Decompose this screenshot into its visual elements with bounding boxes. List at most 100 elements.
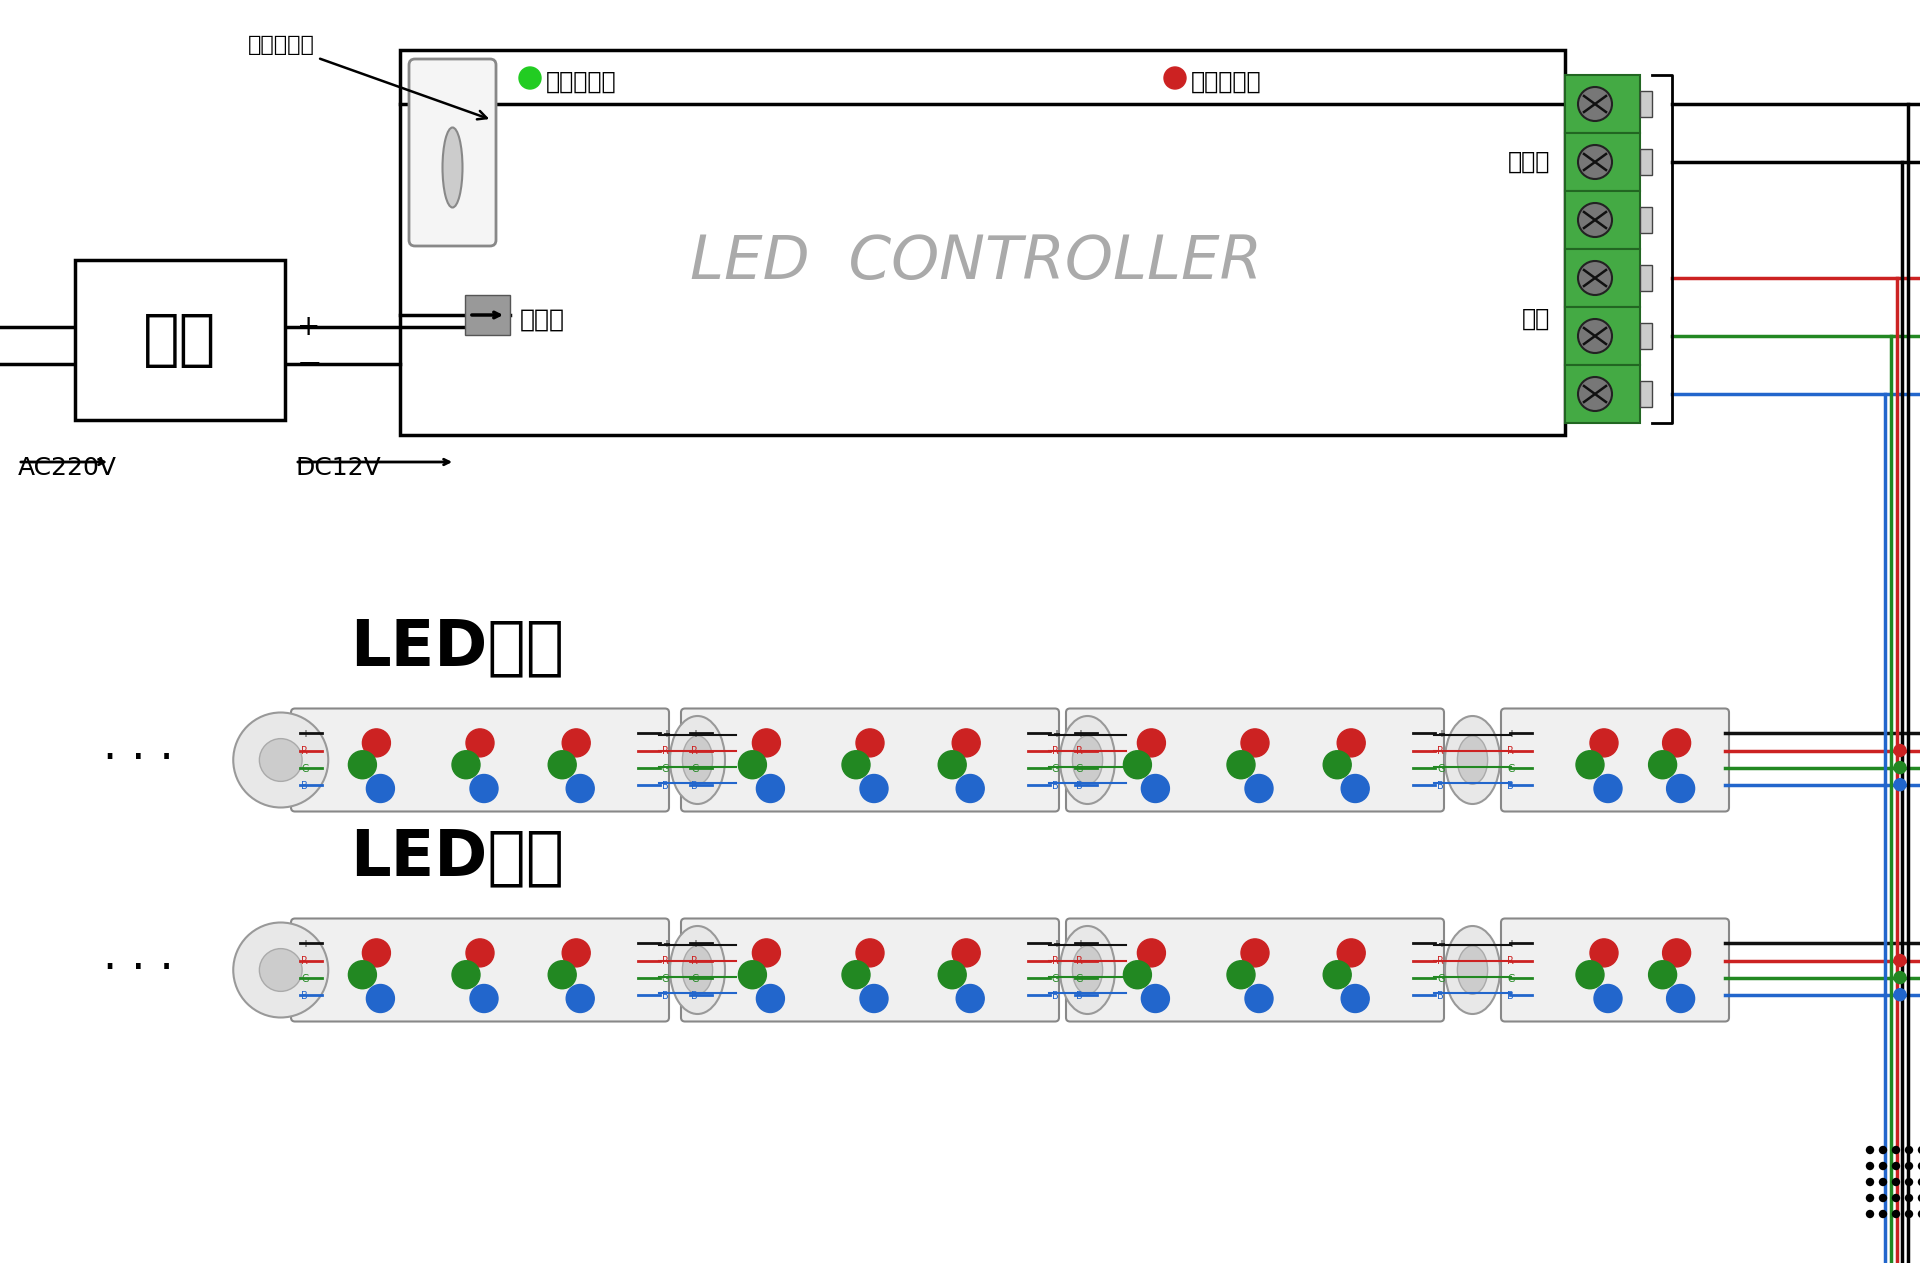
Circle shape <box>1905 1195 1912 1201</box>
Ellipse shape <box>682 736 712 784</box>
Circle shape <box>348 750 376 779</box>
Circle shape <box>1590 729 1619 757</box>
Text: B: B <box>1052 781 1058 791</box>
Ellipse shape <box>1446 926 1500 1014</box>
Bar <box>1565 365 1640 423</box>
FancyBboxPatch shape <box>292 918 668 1022</box>
Circle shape <box>451 750 480 779</box>
Bar <box>1565 249 1640 307</box>
FancyBboxPatch shape <box>682 918 1060 1022</box>
Ellipse shape <box>682 946 712 994</box>
Text: B: B <box>662 990 668 1000</box>
Circle shape <box>1578 203 1613 237</box>
Text: R: R <box>1052 956 1058 966</box>
Text: R: R <box>1507 956 1513 966</box>
Circle shape <box>756 774 785 802</box>
Text: 红外接收头: 红外接收头 <box>248 35 488 119</box>
Circle shape <box>549 750 576 779</box>
Circle shape <box>1323 750 1352 779</box>
Circle shape <box>1893 989 1907 1000</box>
Circle shape <box>856 729 883 757</box>
Bar <box>1640 149 1651 174</box>
Circle shape <box>956 774 985 802</box>
Circle shape <box>232 712 328 807</box>
Circle shape <box>1893 955 1907 966</box>
Text: R: R <box>1052 746 1058 757</box>
Circle shape <box>1905 1178 1912 1186</box>
Circle shape <box>1244 774 1273 802</box>
Circle shape <box>1336 938 1365 967</box>
Circle shape <box>549 961 576 989</box>
Circle shape <box>1866 1162 1874 1170</box>
Bar <box>1565 133 1640 191</box>
Text: R: R <box>1436 746 1444 757</box>
Circle shape <box>470 984 497 1013</box>
Bar <box>1640 207 1651 232</box>
Circle shape <box>1578 261 1613 296</box>
Text: R: R <box>662 956 668 966</box>
Circle shape <box>1880 1147 1887 1153</box>
Text: R: R <box>1507 746 1513 757</box>
Text: B: B <box>691 990 697 1000</box>
Circle shape <box>1227 750 1256 779</box>
Circle shape <box>1240 729 1269 757</box>
Text: +: + <box>1436 730 1446 739</box>
Text: G: G <box>1436 764 1444 774</box>
Circle shape <box>566 774 593 802</box>
Ellipse shape <box>1060 716 1116 805</box>
FancyBboxPatch shape <box>1066 918 1444 1022</box>
Bar <box>1640 265 1651 290</box>
Text: −: − <box>298 350 323 379</box>
Circle shape <box>566 984 593 1013</box>
Text: G: G <box>301 974 309 984</box>
Text: B: B <box>691 781 697 791</box>
Text: LED模组: LED模组 <box>349 826 564 888</box>
Circle shape <box>1594 984 1622 1013</box>
Circle shape <box>563 729 589 757</box>
Text: +: + <box>691 940 699 950</box>
Circle shape <box>1866 1178 1874 1186</box>
Text: B: B <box>301 990 307 1000</box>
Circle shape <box>1140 984 1169 1013</box>
Circle shape <box>843 961 870 989</box>
Ellipse shape <box>1457 736 1488 784</box>
Circle shape <box>467 729 493 757</box>
Circle shape <box>1578 145 1613 179</box>
Text: B: B <box>1507 990 1513 1000</box>
Circle shape <box>259 739 301 782</box>
Circle shape <box>1594 774 1622 802</box>
Text: LED模组: LED模组 <box>349 616 564 678</box>
Bar <box>465 296 511 335</box>
Text: DC12V: DC12V <box>296 456 380 480</box>
Bar <box>1565 307 1640 365</box>
FancyBboxPatch shape <box>1501 709 1730 812</box>
Circle shape <box>1140 774 1169 802</box>
Text: R: R <box>691 956 697 966</box>
Ellipse shape <box>1060 926 1116 1014</box>
Text: R: R <box>662 746 668 757</box>
Circle shape <box>1123 750 1152 779</box>
Circle shape <box>1336 729 1365 757</box>
Circle shape <box>1123 961 1152 989</box>
Text: B: B <box>1507 781 1513 791</box>
Circle shape <box>363 729 390 757</box>
Text: · · ·: · · · <box>102 949 173 991</box>
Circle shape <box>952 729 981 757</box>
FancyBboxPatch shape <box>409 59 495 246</box>
Circle shape <box>1663 729 1692 757</box>
Ellipse shape <box>1073 736 1102 784</box>
Circle shape <box>467 938 493 967</box>
Text: AC220V: AC220V <box>17 456 117 480</box>
Text: LED  CONTROLLER: LED CONTROLLER <box>691 232 1263 292</box>
Circle shape <box>1667 774 1695 802</box>
Circle shape <box>856 938 883 967</box>
Ellipse shape <box>1457 946 1488 994</box>
Circle shape <box>1893 971 1907 984</box>
Circle shape <box>1649 750 1676 779</box>
Circle shape <box>1893 1147 1899 1153</box>
Text: R: R <box>301 746 307 757</box>
Bar <box>1565 191 1640 249</box>
Circle shape <box>1342 984 1369 1013</box>
Circle shape <box>1137 729 1165 757</box>
Circle shape <box>1893 1210 1899 1218</box>
